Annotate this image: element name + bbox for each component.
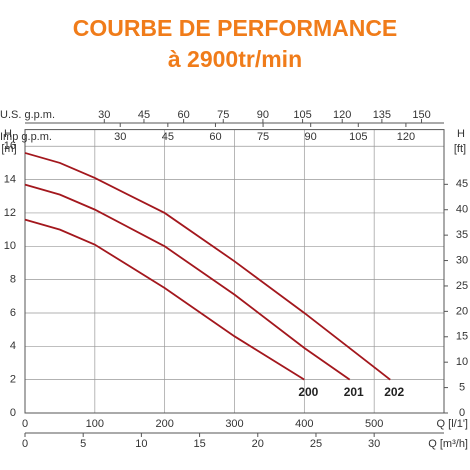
- x-tick-label: 400: [295, 418, 313, 430]
- chart-title: COURBE DE PERFORMANCE: [73, 15, 398, 41]
- y2-axis-label: [ft]: [454, 143, 466, 155]
- chart-subtitle: à 2900tr/min: [168, 46, 302, 72]
- extra-axis-tick-label: 20: [252, 438, 264, 450]
- extra-axis-tick-label: 105: [293, 109, 311, 121]
- y-tick-label: 16: [4, 140, 16, 152]
- extra-axis-tick-label: 15: [193, 438, 205, 450]
- extra-axis-tick-label: 5: [80, 438, 86, 450]
- y2-tick-label: 30: [456, 254, 468, 266]
- x-tick-label: 500: [365, 418, 383, 430]
- series-label: 202: [384, 385, 404, 399]
- extra-axis-label: Imp g.p.m.: [0, 131, 52, 143]
- performance-curve: [24, 218, 305, 381]
- extra-axis-tick-label: 45: [138, 109, 150, 121]
- y-tick-label: 4: [10, 340, 16, 352]
- extra-axis-tick-label: 150: [412, 109, 430, 121]
- y-tick-label: 12: [4, 207, 16, 219]
- x-tick-label: 100: [86, 418, 104, 430]
- y2-tick-label: 45: [456, 178, 468, 190]
- y2-tick-label: 40: [456, 204, 468, 216]
- y-tick-label: 14: [4, 174, 16, 186]
- extra-axis-label: U.S. g.p.m.: [0, 109, 55, 121]
- y2-tick-label: 15: [456, 331, 468, 343]
- extra-axis-label: Q [m³/h]: [428, 438, 468, 450]
- extra-axis-tick-label: 10: [135, 438, 147, 450]
- extra-axis-tick-label: 30: [368, 438, 380, 450]
- y-tick-label: 6: [10, 307, 16, 319]
- x-tick-label: 200: [155, 418, 173, 430]
- y-tick-label: 8: [10, 274, 16, 286]
- extra-axis-tick-label: 30: [98, 109, 110, 121]
- y-tick-label: 10: [4, 240, 16, 252]
- y-axis-label: H: [4, 128, 12, 140]
- extra-axis-tick-label: 120: [397, 131, 415, 143]
- y-tick-label: 0: [10, 407, 16, 419]
- y-tick-label: 2: [10, 374, 16, 386]
- series-label: 201: [344, 385, 364, 399]
- y2-tick-label: 5: [459, 381, 465, 393]
- extra-axis-tick-label: 75: [217, 109, 229, 121]
- extra-axis-tick-label: 90: [305, 131, 317, 143]
- plot-frame: [24, 129, 445, 414]
- extra-axis-tick-label: 90: [257, 109, 269, 121]
- extra-axis-tick-label: 120: [333, 109, 351, 121]
- extra-axis-tick-label: 0: [22, 438, 28, 450]
- y2-tick-label: 0: [459, 407, 465, 419]
- x-tick-label: 300: [225, 418, 243, 430]
- y2-tick-label: 10: [456, 356, 468, 368]
- extra-axis-tick-label: 60: [177, 109, 189, 121]
- performance-curve: [24, 183, 351, 381]
- y2-tick-label: 25: [456, 280, 468, 292]
- performance-curve: [24, 152, 391, 381]
- x-axis-label: Q [l/1']: [437, 418, 468, 430]
- y2-axis-label: H: [457, 128, 465, 140]
- y2-tick-label: 35: [456, 229, 468, 241]
- extra-axis-tick-label: 45: [162, 131, 174, 143]
- extra-axis-tick-label: 135: [373, 109, 391, 121]
- x-tick-label: 0: [22, 418, 28, 430]
- extra-axis-tick-label: 25: [310, 438, 322, 450]
- y-axis-label: [m]: [1, 143, 16, 155]
- extra-axis-tick-label: 75: [257, 131, 269, 143]
- extra-axis-tick-label: 105: [349, 131, 367, 143]
- extra-axis-tick-label: 60: [209, 131, 221, 143]
- extra-axis-tick-label: 30: [114, 131, 126, 143]
- y2-tick-label: 20: [456, 305, 468, 317]
- series-label: 200: [298, 385, 318, 399]
